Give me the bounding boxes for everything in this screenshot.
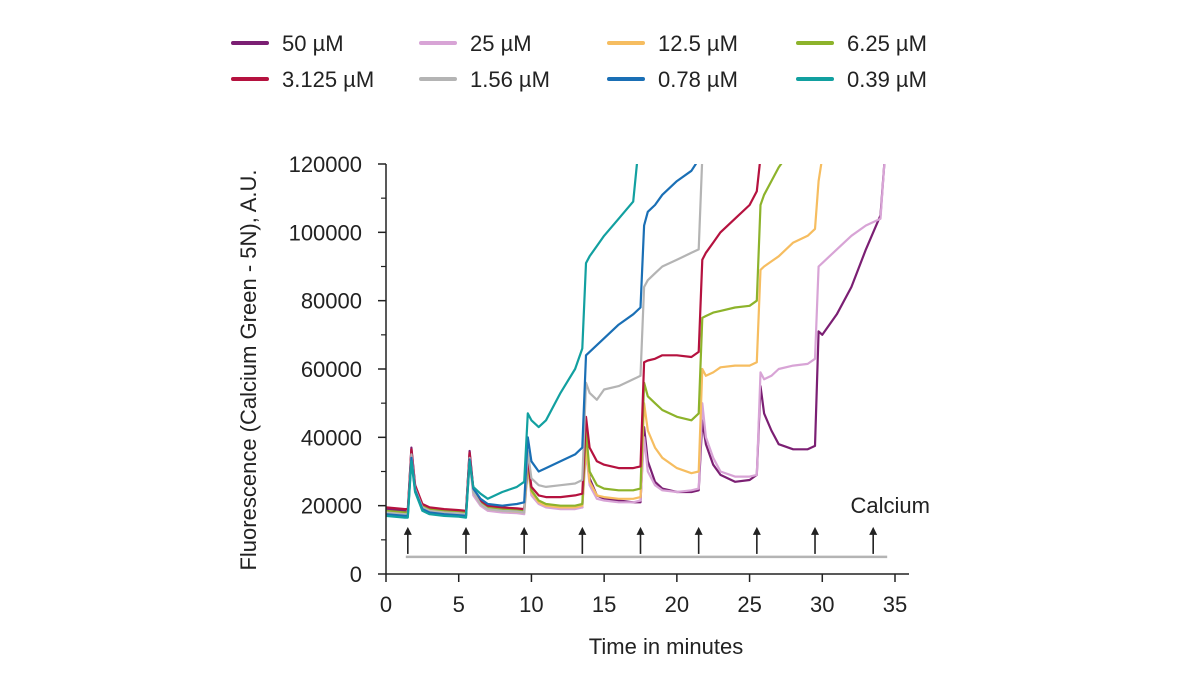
- calcium-arrowhead: [694, 526, 703, 535]
- legend-label: 6.25 µM: [847, 31, 927, 56]
- series-line: [386, 164, 697, 517]
- calcium-arrowhead: [636, 526, 645, 535]
- y-tick-label: 120000: [289, 152, 362, 177]
- y-tick-label: 100000: [289, 220, 362, 245]
- x-tick-label: 0: [380, 592, 392, 617]
- series-line: [386, 164, 886, 517]
- calcium-arrowhead: [752, 526, 761, 535]
- x-tick-label: 15: [592, 592, 616, 617]
- x-tick-label: 5: [453, 592, 465, 617]
- series-line: [386, 164, 783, 514]
- y-tick-label: 60000: [301, 357, 362, 382]
- legend: 50 µM 25 µM 12.5 µM 6.25 µM 3.125 µM 1.56 µM 0…: [231, 31, 927, 92]
- calcium-annotation: Calcium: [403, 493, 930, 559]
- y-tick-label: 20000: [301, 494, 362, 519]
- y-tick-label: 40000: [301, 425, 362, 450]
- calcium-arrowhead: [403, 526, 412, 535]
- calcium-label: Calcium: [851, 493, 930, 518]
- legend-label: 25 µM: [470, 31, 532, 56]
- series-line: [386, 164, 886, 514]
- y-axis-label: Fluorescence (Calcium Green - 5N), A.U.: [236, 169, 261, 570]
- x-tick-label: 30: [810, 592, 834, 617]
- calcium-arrowhead: [869, 526, 878, 535]
- x-tick-label: 20: [665, 592, 689, 617]
- legend-label: 12.5 µM: [658, 31, 738, 56]
- legend-label: 0.39 µM: [847, 67, 927, 92]
- legend-label: 0.78 µM: [658, 67, 738, 92]
- calcium-arrowhead: [461, 526, 470, 535]
- series-lines: [386, 164, 886, 519]
- series-line: [386, 164, 639, 519]
- series-line: [386, 164, 704, 516]
- y-tick-label: 80000: [301, 289, 362, 314]
- y-tick-label: 0: [350, 562, 362, 587]
- axes: Time in minutes Fluorescence (Calcium Gr…: [236, 152, 909, 659]
- legend-label: 3.125 µM: [282, 67, 374, 92]
- x-axis-label: Time in minutes: [589, 634, 743, 659]
- calcium-arrowhead: [578, 526, 587, 535]
- x-tick-label: 35: [883, 592, 907, 617]
- series-line: [386, 164, 761, 512]
- x-tick-label: 10: [519, 592, 543, 617]
- calcium-arrowhead: [520, 526, 529, 535]
- x-tick-label: 25: [737, 592, 761, 617]
- legend-label: 50 µM: [282, 31, 344, 56]
- calcium-arrowhead: [811, 526, 820, 535]
- legend-label: 1.56 µM: [470, 67, 550, 92]
